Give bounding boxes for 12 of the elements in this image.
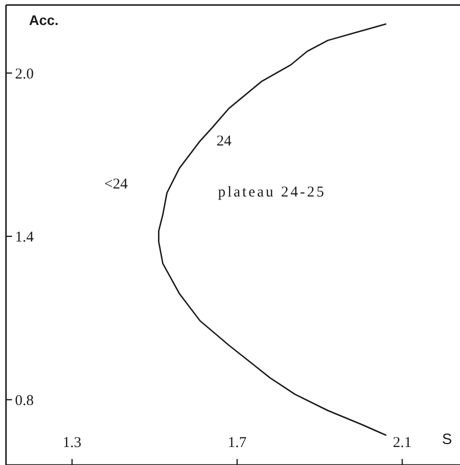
annotation: <24 [104,176,128,194]
x-tick-label: 1.7 [228,435,247,451]
x-tick-label: 1.3 [62,435,82,451]
annotation: plateau 24-25 [218,184,326,202]
y-tick-label: 2.0 [15,66,34,82]
y-tick-label: 1.4 [15,230,34,246]
y-axis-title: Acc. [29,12,59,28]
line-series [158,23,386,436]
annotation: 24 [216,134,232,150]
y-tick-label: 0.8 [15,393,34,409]
x-axis-title: S [442,431,452,448]
x-tick-label: 2.1 [392,435,412,451]
